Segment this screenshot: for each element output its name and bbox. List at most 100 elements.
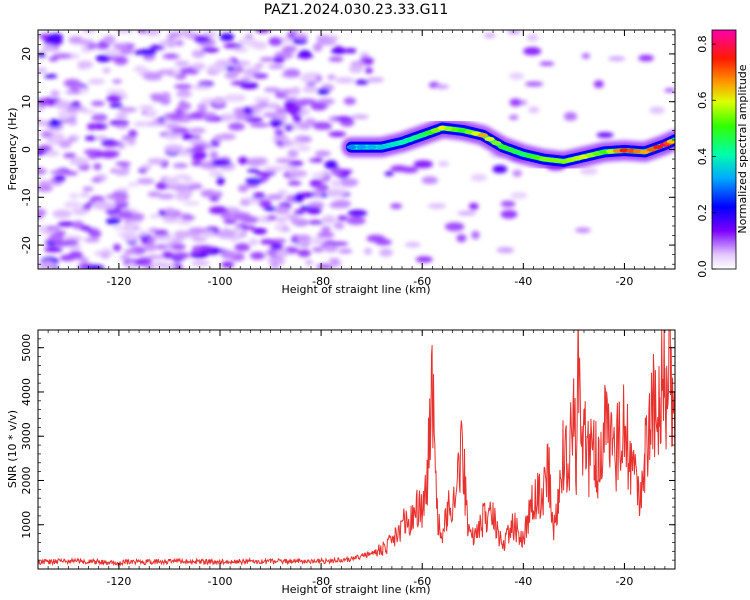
noise-blob bbox=[209, 150, 219, 160]
noise-blob bbox=[664, 88, 675, 93]
noise-blob bbox=[343, 97, 356, 105]
noise-blob bbox=[68, 193, 80, 199]
noise-blob bbox=[510, 192, 528, 200]
noise-blob bbox=[100, 251, 110, 259]
noise-blob bbox=[163, 53, 179, 59]
noise-blob bbox=[649, 106, 665, 114]
snr-y-tick-label: 2000 bbox=[20, 466, 33, 494]
noise-blob bbox=[102, 248, 111, 253]
noise-blob bbox=[39, 260, 55, 269]
noise-blob bbox=[288, 160, 304, 167]
noise-blob bbox=[174, 60, 190, 67]
spectrogram-x-tick-label: -80 bbox=[312, 275, 330, 288]
noise-blob bbox=[266, 103, 281, 109]
snr-x-tick-label: -80 bbox=[312, 575, 330, 588]
noise-blob bbox=[328, 131, 347, 137]
noise-blob bbox=[84, 135, 97, 141]
noise-blob bbox=[292, 114, 302, 124]
noise-blob bbox=[234, 243, 251, 252]
noise-blob bbox=[320, 226, 332, 233]
noise-blob bbox=[287, 149, 299, 159]
noise-blob bbox=[67, 119, 78, 126]
noise-blob bbox=[240, 200, 251, 206]
noise-blob bbox=[89, 230, 102, 238]
noise-blob bbox=[147, 191, 162, 198]
noise-blob bbox=[526, 33, 539, 42]
noise-blob bbox=[96, 42, 110, 50]
noise-blob bbox=[112, 243, 122, 252]
ridge-peak bbox=[430, 128, 441, 133]
noise-blob bbox=[80, 192, 90, 198]
noise-blob bbox=[287, 180, 302, 186]
noise-blob bbox=[500, 209, 518, 219]
noise-blob bbox=[93, 163, 102, 171]
noise-blob bbox=[58, 139, 72, 149]
noise-blob bbox=[322, 215, 336, 224]
noise-blob bbox=[168, 32, 182, 38]
noise-blob bbox=[575, 227, 591, 233]
noise-blob bbox=[155, 182, 169, 190]
ridge-peak bbox=[346, 144, 357, 150]
noise-blob bbox=[284, 124, 294, 132]
noise-blob bbox=[112, 225, 125, 230]
noise-blob bbox=[295, 33, 308, 40]
noise-blob bbox=[145, 242, 157, 252]
noise-blob bbox=[172, 183, 190, 192]
noise-blob bbox=[268, 36, 283, 46]
noise-blob bbox=[224, 72, 239, 79]
noise-blob bbox=[191, 49, 206, 58]
noise-blob bbox=[92, 113, 106, 119]
noise-blob bbox=[78, 257, 89, 262]
noise-blob bbox=[158, 193, 175, 200]
noise-blob bbox=[38, 211, 44, 220]
snr-x-tick-label: -40 bbox=[514, 575, 532, 588]
noise-blob bbox=[266, 215, 278, 221]
noise-blob bbox=[200, 189, 217, 198]
noise-blob bbox=[201, 112, 217, 118]
noise-blob bbox=[157, 69, 174, 75]
noise-blob bbox=[219, 33, 235, 42]
noise-blob bbox=[470, 173, 488, 182]
noise-blob bbox=[363, 247, 373, 255]
noise-blob bbox=[159, 40, 177, 46]
noise-blob bbox=[283, 68, 301, 78]
noise-blob bbox=[405, 241, 421, 248]
noise-blob bbox=[246, 157, 264, 167]
noise-blob bbox=[367, 77, 385, 83]
noise-blob bbox=[296, 54, 314, 59]
noise-blob bbox=[311, 172, 328, 178]
noise-blob bbox=[328, 258, 340, 264]
spectrogram-y-tick-label: 0 bbox=[20, 146, 33, 153]
noise-blob bbox=[79, 225, 92, 231]
noise-blob bbox=[348, 65, 363, 73]
noise-blob bbox=[282, 45, 298, 53]
noise-blob bbox=[125, 226, 135, 234]
noise-blob bbox=[160, 265, 177, 269]
snr-x-tick-label: -20 bbox=[615, 575, 633, 588]
noise-blob bbox=[161, 91, 171, 100]
spectrogram-y-tick-label: 10 bbox=[20, 95, 33, 109]
noise-blob bbox=[316, 88, 330, 95]
noise-blob bbox=[53, 241, 72, 247]
noise-blob bbox=[174, 84, 193, 89]
noise-blob bbox=[183, 201, 201, 206]
noise-blob bbox=[78, 39, 95, 46]
noise-blob bbox=[292, 37, 308, 45]
noise-blob bbox=[38, 224, 48, 234]
noise-blob bbox=[539, 61, 555, 66]
noise-blob bbox=[144, 30, 161, 37]
noise-blob bbox=[38, 167, 47, 175]
noise-blob bbox=[172, 68, 182, 75]
noise-blob bbox=[218, 133, 236, 141]
noise-blob bbox=[109, 103, 124, 108]
noise-blob bbox=[133, 65, 147, 73]
noise-blob bbox=[119, 255, 131, 260]
noise-blob bbox=[277, 190, 288, 195]
noise-blob bbox=[240, 76, 252, 82]
ridge-peak bbox=[666, 139, 675, 144]
noise-blob bbox=[496, 247, 515, 254]
noise-blob bbox=[181, 133, 195, 141]
noise-blob bbox=[38, 67, 48, 74]
noise-blob bbox=[40, 130, 53, 138]
noise-blob bbox=[38, 149, 47, 156]
